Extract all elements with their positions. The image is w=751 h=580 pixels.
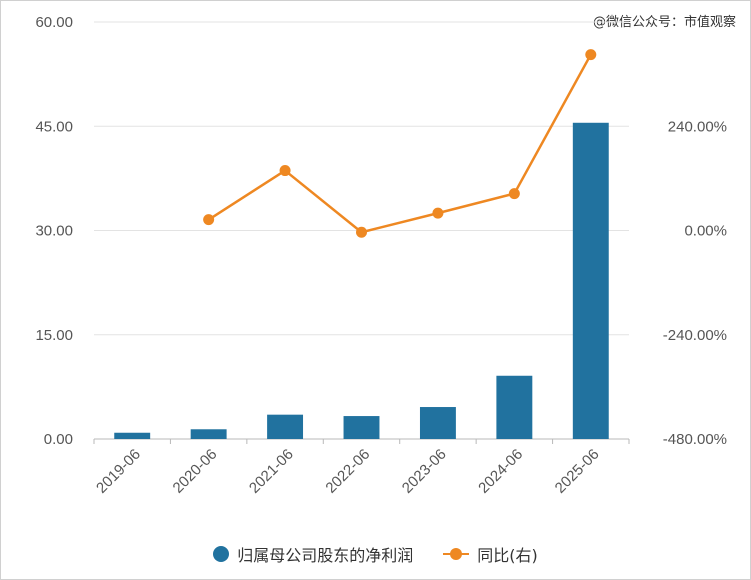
y-right-tick-label: -240.00% bbox=[663, 327, 727, 344]
bar bbox=[267, 414, 304, 439]
legend: 归属母公司股东的净利润 同比(右) bbox=[1, 541, 750, 567]
legend-line-swatch bbox=[443, 546, 470, 562]
y-left-tick-label: 45.00 bbox=[35, 118, 73, 135]
x-tick-label: 2021-06 bbox=[246, 446, 297, 497]
yoy-point bbox=[585, 49, 597, 61]
y-left-tick-label: 60.00 bbox=[35, 14, 73, 31]
legend-item-line[interactable]: 同比(右) bbox=[443, 542, 538, 566]
x-tick-label: 2025-06 bbox=[552, 446, 603, 497]
bar bbox=[572, 122, 609, 440]
y-left-tick-label: 30.00 bbox=[35, 223, 73, 240]
y-right-tick-label: -480.00% bbox=[663, 431, 727, 448]
bar bbox=[114, 432, 151, 439]
bar bbox=[343, 416, 380, 439]
bar bbox=[496, 375, 533, 439]
y-right-tick-label: 0.00% bbox=[684, 223, 727, 240]
yoy-point bbox=[279, 165, 291, 177]
legend-item-bars[interactable]: 归属母公司股东的净利润 bbox=[213, 542, 413, 566]
x-tick-label: 2023-06 bbox=[399, 446, 450, 497]
x-tick-label: 2020-06 bbox=[170, 446, 221, 497]
x-tick-label: 2022-06 bbox=[322, 446, 373, 497]
yoy-point bbox=[203, 214, 215, 226]
yoy-point bbox=[508, 188, 520, 200]
legend-bar-swatch bbox=[213, 546, 230, 562]
y-left-tick-label: 15.00 bbox=[35, 327, 73, 344]
yoy-point bbox=[356, 226, 367, 238]
y-left-tick-label: 0.00 bbox=[44, 431, 73, 448]
yoy-point bbox=[432, 207, 444, 219]
watermark: @微信公众号：市值观察 bbox=[592, 15, 736, 30]
legend-bar-label: 归属母公司股东的净利润 bbox=[237, 546, 414, 565]
y-right-tick-label: 240.00% bbox=[668, 118, 727, 135]
yoy-line bbox=[207, 53, 592, 234]
x-tick-label: 2024-06 bbox=[475, 446, 526, 497]
x-tick-label: 2019-06 bbox=[93, 446, 144, 497]
bar bbox=[190, 429, 227, 439]
legend-line-label: 同比(右) bbox=[477, 546, 538, 565]
bar bbox=[419, 407, 456, 439]
